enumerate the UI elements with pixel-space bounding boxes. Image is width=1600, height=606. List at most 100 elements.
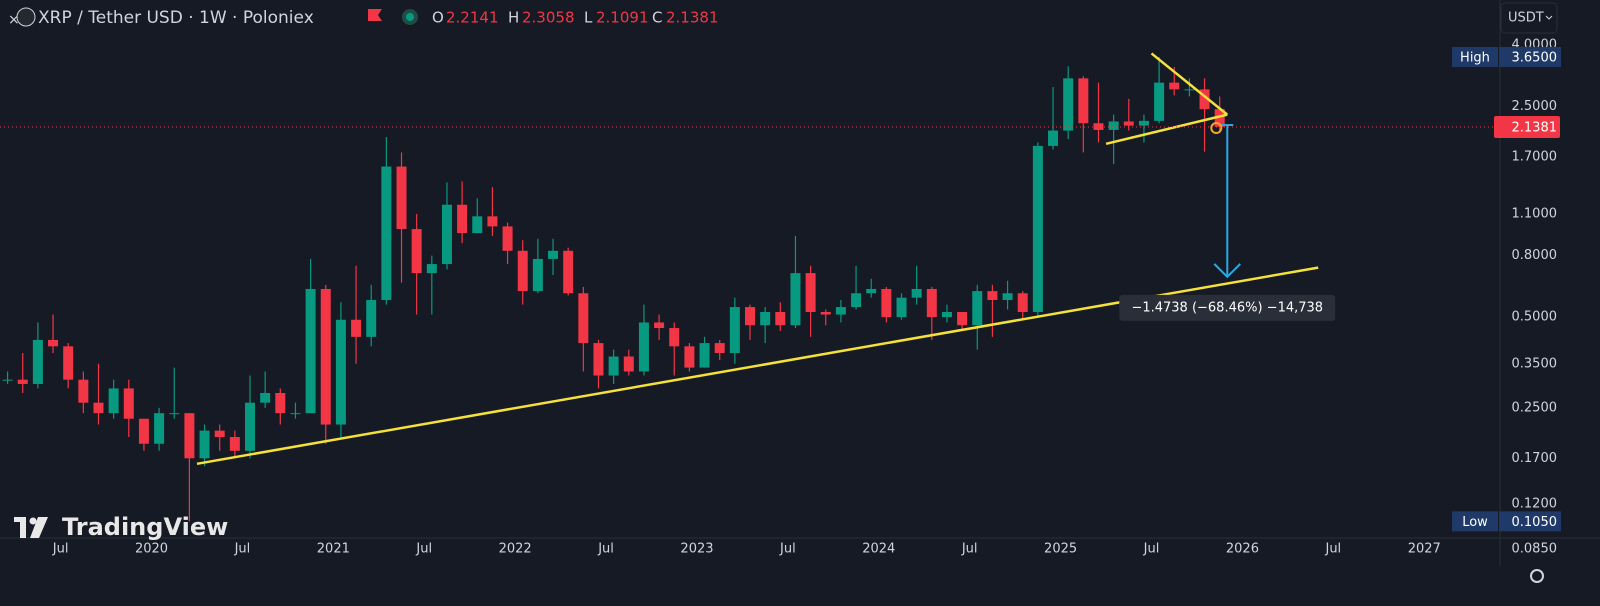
currency-button[interactable] bbox=[1500, 2, 1558, 34]
candle-body bbox=[1214, 109, 1225, 127]
y-tick-label: 2.5000 bbox=[1512, 99, 1558, 114]
candle-body bbox=[911, 288, 922, 298]
low-badge-box bbox=[1499, 511, 1561, 532]
anchor-marker bbox=[1210, 122, 1223, 135]
high-badge-name: High bbox=[1460, 50, 1490, 65]
candle-body bbox=[48, 339, 59, 347]
candle-body bbox=[548, 250, 559, 259]
candle-body bbox=[1017, 293, 1028, 312]
candle-body bbox=[381, 166, 392, 300]
candle-body bbox=[305, 288, 316, 414]
x-tick-label: Jul bbox=[415, 542, 432, 557]
candle-body bbox=[775, 311, 786, 326]
candle-body bbox=[669, 328, 680, 347]
candle-body bbox=[1048, 130, 1059, 146]
candle-body bbox=[229, 437, 240, 451]
ohlc-low-value: 2.1091 bbox=[596, 9, 649, 27]
x-tick-label: 2022 bbox=[499, 542, 532, 557]
candle-body bbox=[320, 288, 331, 425]
candle-body bbox=[987, 291, 998, 300]
candle-body bbox=[275, 392, 286, 414]
candle-body bbox=[1108, 121, 1119, 130]
ohlc-close-label: C bbox=[652, 9, 662, 27]
ohlc-low-label: L bbox=[584, 9, 593, 27]
brand-name: TradingView bbox=[62, 513, 228, 541]
high-badge-name-box bbox=[1452, 46, 1498, 67]
currency-label: USDT bbox=[1508, 11, 1544, 26]
y-tick-label: 0.3500 bbox=[1512, 356, 1558, 371]
candle-body bbox=[199, 430, 210, 459]
x-tick-label: Jul bbox=[597, 542, 614, 557]
candle-body bbox=[502, 226, 513, 251]
candle-body bbox=[866, 288, 877, 294]
candle-body bbox=[1078, 78, 1089, 124]
x-tick-label: Jul bbox=[52, 542, 69, 557]
low-badge-name-box bbox=[1452, 511, 1498, 532]
candle-body bbox=[32, 339, 43, 384]
measure-label-box bbox=[1119, 294, 1336, 321]
candle-body bbox=[532, 258, 543, 292]
candle-body bbox=[851, 293, 862, 308]
y-tick-label: 0.0850 bbox=[1512, 542, 1558, 557]
x-tick-label: 2023 bbox=[680, 542, 713, 557]
y-tick-label: 1.7000 bbox=[1512, 149, 1558, 164]
settings-icon[interactable] bbox=[1530, 569, 1544, 583]
measure-arrowhead bbox=[1213, 263, 1241, 279]
candle-body bbox=[1093, 123, 1104, 130]
x-tick-label: 2027 bbox=[1408, 542, 1441, 557]
x-tick-label: Jul bbox=[779, 542, 796, 557]
candle-body bbox=[820, 311, 831, 315]
y-tick-label: 0.1200 bbox=[1512, 496, 1558, 511]
candle-body bbox=[699, 343, 710, 368]
ohlc-close-value: 2.1381 bbox=[666, 9, 719, 27]
candle-body bbox=[1063, 78, 1074, 131]
brand-logo bbox=[14, 517, 48, 538]
high-badge-box bbox=[1499, 46, 1561, 67]
candle-body bbox=[366, 299, 377, 337]
price-badge bbox=[1494, 115, 1560, 138]
candle-body bbox=[2, 379, 13, 381]
candle-body bbox=[957, 311, 968, 326]
trend-line bbox=[1150, 52, 1229, 116]
high-badge-value: 3.6500 bbox=[1512, 50, 1558, 65]
candle-body bbox=[260, 392, 271, 403]
candle-body bbox=[835, 307, 846, 315]
candle-body bbox=[593, 343, 604, 376]
candle-body bbox=[411, 229, 422, 274]
candle-body bbox=[1154, 82, 1165, 121]
candle-body bbox=[972, 291, 983, 326]
candle-body bbox=[457, 204, 468, 234]
close-icon[interactable]: × bbox=[8, 12, 20, 28]
candle-body bbox=[472, 216, 483, 234]
candle-body bbox=[123, 388, 134, 419]
candle-body bbox=[335, 319, 346, 425]
x-tick-label: 2025 bbox=[1044, 542, 1077, 557]
candle-body bbox=[760, 311, 771, 326]
y-tick-label: 0.8000 bbox=[1512, 248, 1558, 263]
candle-body bbox=[790, 273, 801, 326]
candle-body bbox=[638, 322, 649, 372]
status-dot bbox=[406, 13, 414, 21]
x-tick-label: 2024 bbox=[862, 542, 895, 557]
symbol-logo bbox=[16, 7, 36, 27]
low-badge-value: 0.1050 bbox=[1512, 515, 1558, 530]
price-badge-label: 2.1381 bbox=[1512, 120, 1558, 135]
candle-body bbox=[138, 418, 149, 444]
measure-label: −1.4738 (−68.46%) −14,738 bbox=[1131, 300, 1323, 315]
ohlc-high-value: 2.3058 bbox=[522, 9, 575, 27]
candle-body bbox=[881, 288, 892, 318]
x-tick-label: Jul bbox=[1143, 542, 1160, 557]
candle-body bbox=[184, 413, 195, 459]
candle-body bbox=[351, 319, 362, 337]
x-tick-label: 2021 bbox=[317, 542, 350, 557]
candle-body bbox=[805, 273, 816, 312]
y-tick-label: 1.1000 bbox=[1512, 206, 1558, 221]
candle-body bbox=[1032, 145, 1043, 312]
x-tick-label: 2020 bbox=[135, 542, 168, 557]
candle-body bbox=[745, 307, 755, 326]
candle-body bbox=[654, 322, 665, 329]
candle-body bbox=[214, 430, 225, 438]
flag-icon[interactable] bbox=[368, 9, 382, 21]
candle-body bbox=[108, 388, 119, 414]
